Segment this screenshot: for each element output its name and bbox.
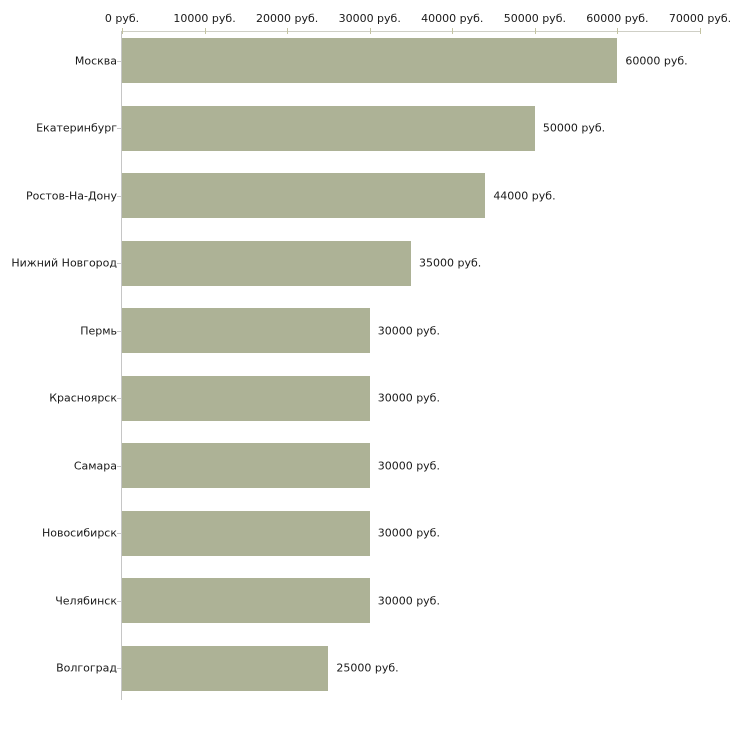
bar: [122, 38, 618, 83]
y-tick-mark: [117, 601, 121, 602]
value-label: 30000 руб.: [377, 324, 440, 337]
y-tick-mark: [117, 128, 121, 129]
x-tick-label: 70000 руб.: [668, 12, 730, 25]
y-tick-mark: [117, 331, 121, 332]
category-label: Нижний Новгород: [11, 256, 117, 270]
bar: [122, 375, 370, 421]
x-tick-label: 60000 руб.: [586, 12, 649, 25]
x-tick-label: 10000 руб.: [173, 12, 236, 25]
y-tick-mark: [117, 668, 121, 669]
bar: [122, 645, 329, 691]
x-tick-mark: [452, 28, 453, 34]
y-tick-mark: [117, 196, 121, 197]
bar: [122, 105, 535, 151]
x-tick-mark: [617, 28, 618, 34]
x-tick-label: 0 руб.: [104, 12, 140, 25]
category-label: Москва: [74, 54, 117, 67]
x-tick-mark: [122, 28, 123, 34]
value-label: 30000 руб.: [377, 526, 440, 540]
category-label: Красноярск: [49, 391, 117, 405]
x-tick-mark: [700, 28, 701, 34]
category-label: Пермь: [80, 324, 117, 337]
x-tick-label: 30000 руб.: [338, 12, 401, 25]
bar: [122, 240, 411, 286]
x-tick-mark: [535, 28, 536, 34]
category-label: Новосибирск: [41, 526, 117, 540]
value-label: 44000 руб.: [493, 189, 556, 202]
x-tick-mark: [287, 28, 288, 34]
bar: [122, 308, 370, 353]
value-label: 30000 руб.: [377, 391, 440, 405]
x-tick-label: 50000 руб.: [503, 12, 566, 25]
bar: [122, 510, 370, 556]
category-label: Самара: [73, 459, 117, 472]
y-tick-mark: [117, 61, 121, 62]
category-label: Ростов-На-Дону: [25, 189, 117, 202]
value-label: 30000 руб.: [377, 459, 440, 472]
bar: [122, 173, 486, 218]
y-axis-line: [121, 31, 122, 700]
y-tick-mark: [117, 263, 121, 264]
value-label: 25000 руб.: [336, 661, 399, 675]
category-label: Челябинск: [55, 594, 117, 607]
x-tick-label: 20000 руб.: [256, 12, 319, 25]
x-axis-line: [121, 31, 700, 32]
value-label: 50000 руб.: [542, 121, 606, 135]
y-tick-mark: [117, 466, 121, 467]
category-label: Екатеринбург: [36, 121, 117, 135]
y-tick-mark: [117, 398, 121, 399]
category-label: Волгоград: [56, 661, 117, 675]
value-label: 35000 руб.: [419, 256, 482, 270]
y-tick-mark: [117, 533, 121, 534]
value-label: 30000 руб.: [377, 594, 440, 607]
x-tick-mark: [205, 28, 206, 34]
value-label: 60000 руб.: [625, 54, 688, 67]
x-tick-mark: [370, 28, 371, 34]
bar: [122, 443, 370, 488]
bar: [122, 578, 370, 623]
x-tick-label: 40000 руб.: [421, 12, 484, 25]
